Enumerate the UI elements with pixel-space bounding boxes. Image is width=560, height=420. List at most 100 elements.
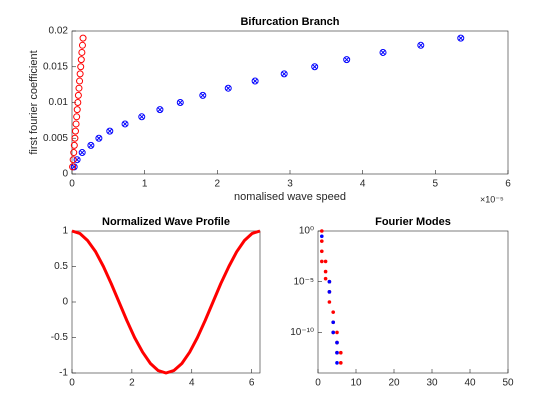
- plot-area: [71, 30, 509, 175]
- data-point: [335, 340, 339, 345]
- chart-title: Fourier Modes: [375, 216, 451, 228]
- plot-area: [71, 230, 261, 374]
- axes: 0 1 2 3 4 5 6 0 0.005 0.01 0.015 0.02 Bifurcation Br…: [28, 16, 511, 204]
- data-point: [417, 41, 425, 49]
- marker-dot: [339, 350, 343, 355]
- data-point: [87, 141, 95, 149]
- data-line: [71, 229, 261, 375]
- y-tick-label: 1: [62, 226, 68, 237]
- marker-dot: [339, 361, 343, 365]
- marker-circle: [280, 70, 288, 78]
- y-tick-label: 0.01: [49, 97, 69, 108]
- data-point: [95, 134, 103, 142]
- data-point: [323, 259, 328, 264]
- data-point: [78, 48, 86, 56]
- chart-title: Normalized Wave Profile: [102, 216, 230, 228]
- marker-dot: [335, 330, 339, 335]
- x-tick-label: 4: [189, 378, 195, 389]
- marker-circle: [121, 120, 129, 128]
- data-point: [76, 77, 84, 85]
- marker-cross: [122, 121, 128, 127]
- x-tick-label: 2: [215, 179, 221, 190]
- data-point: [76, 70, 84, 78]
- marker-circle: [73, 156, 81, 164]
- marker-circle: [77, 63, 85, 71]
- marker-circle: [457, 34, 465, 42]
- data-point: [320, 239, 324, 243]
- data-point: [79, 34, 87, 42]
- marker-cross: [79, 150, 85, 156]
- data-point: [323, 276, 328, 281]
- y-tick-label: 0.5: [54, 261, 68, 272]
- y-tick-label: 0.02: [49, 26, 69, 37]
- marker-circle: [72, 120, 80, 128]
- data-point: [69, 163, 77, 171]
- marker-dot: [335, 350, 339, 355]
- marker-circle: [69, 156, 77, 164]
- marker-circle: [106, 127, 114, 135]
- marker-circle: [87, 141, 95, 149]
- marker-cross: [225, 85, 231, 91]
- marker-dot: [327, 300, 332, 304]
- marker-circle: [156, 106, 164, 114]
- marker-circle: [343, 56, 351, 64]
- marker-cross: [281, 71, 287, 77]
- marker-dot: [327, 290, 332, 294]
- x-tick-label: 3: [287, 179, 293, 190]
- data-point: [331, 320, 336, 325]
- marker-dot: [335, 340, 339, 345]
- data-point: [77, 63, 85, 71]
- y-tick-label: 10⁻¹⁰: [290, 327, 314, 338]
- marker-cross: [200, 92, 206, 98]
- marker-cross: [96, 135, 102, 141]
- data-point: [339, 361, 343, 365]
- marker-circle: [71, 134, 79, 142]
- y-tick-label: 10⁰: [299, 226, 314, 237]
- marker-cross: [88, 142, 94, 148]
- data-point: [224, 84, 232, 92]
- marker-circle: [70, 141, 78, 149]
- marker-dot: [323, 259, 328, 264]
- data-point: [71, 127, 79, 135]
- marker-circle: [76, 77, 84, 85]
- data-point: [339, 350, 343, 355]
- data-point: [106, 127, 114, 135]
- data-point: [280, 70, 288, 78]
- data-point: [70, 141, 78, 149]
- marker-circle: [311, 63, 319, 71]
- marker-circle: [73, 106, 81, 114]
- data-point: [74, 99, 82, 106]
- marker-circle: [138, 113, 146, 121]
- marker-dot: [323, 276, 328, 281]
- marker-cross: [312, 64, 318, 70]
- marker-circle: [251, 77, 259, 85]
- marker-cross: [344, 57, 350, 63]
- x-tick-label: 40: [464, 378, 476, 389]
- x-multiplier: ×10⁻⁵: [480, 194, 504, 204]
- marker-cross: [458, 35, 464, 41]
- marker-circle: [78, 41, 86, 49]
- data-point: [71, 134, 79, 142]
- chart-title: Bifurcation Branch: [240, 16, 339, 28]
- data-point: [73, 113, 81, 121]
- marker-dot: [327, 279, 332, 284]
- data-point: [327, 279, 332, 284]
- data-point: [73, 106, 81, 114]
- y-tick-label: -1: [59, 368, 68, 379]
- data-point: [77, 56, 85, 64]
- x-tick-label: 20: [388, 378, 400, 389]
- marker-circle: [76, 70, 84, 78]
- marker-cross: [107, 128, 113, 134]
- marker-circle: [74, 91, 82, 99]
- marker-circle: [74, 99, 82, 106]
- data-point: [69, 156, 77, 164]
- data-point: [335, 361, 339, 365]
- y-tick-label: 0.005: [43, 133, 68, 144]
- x-tick-label: 1: [142, 179, 148, 190]
- data-point: [176, 99, 184, 106]
- marker-circle: [95, 134, 103, 142]
- marker-circle: [417, 41, 425, 49]
- y-tick-label: 0: [62, 169, 68, 180]
- marker-dot: [331, 320, 336, 325]
